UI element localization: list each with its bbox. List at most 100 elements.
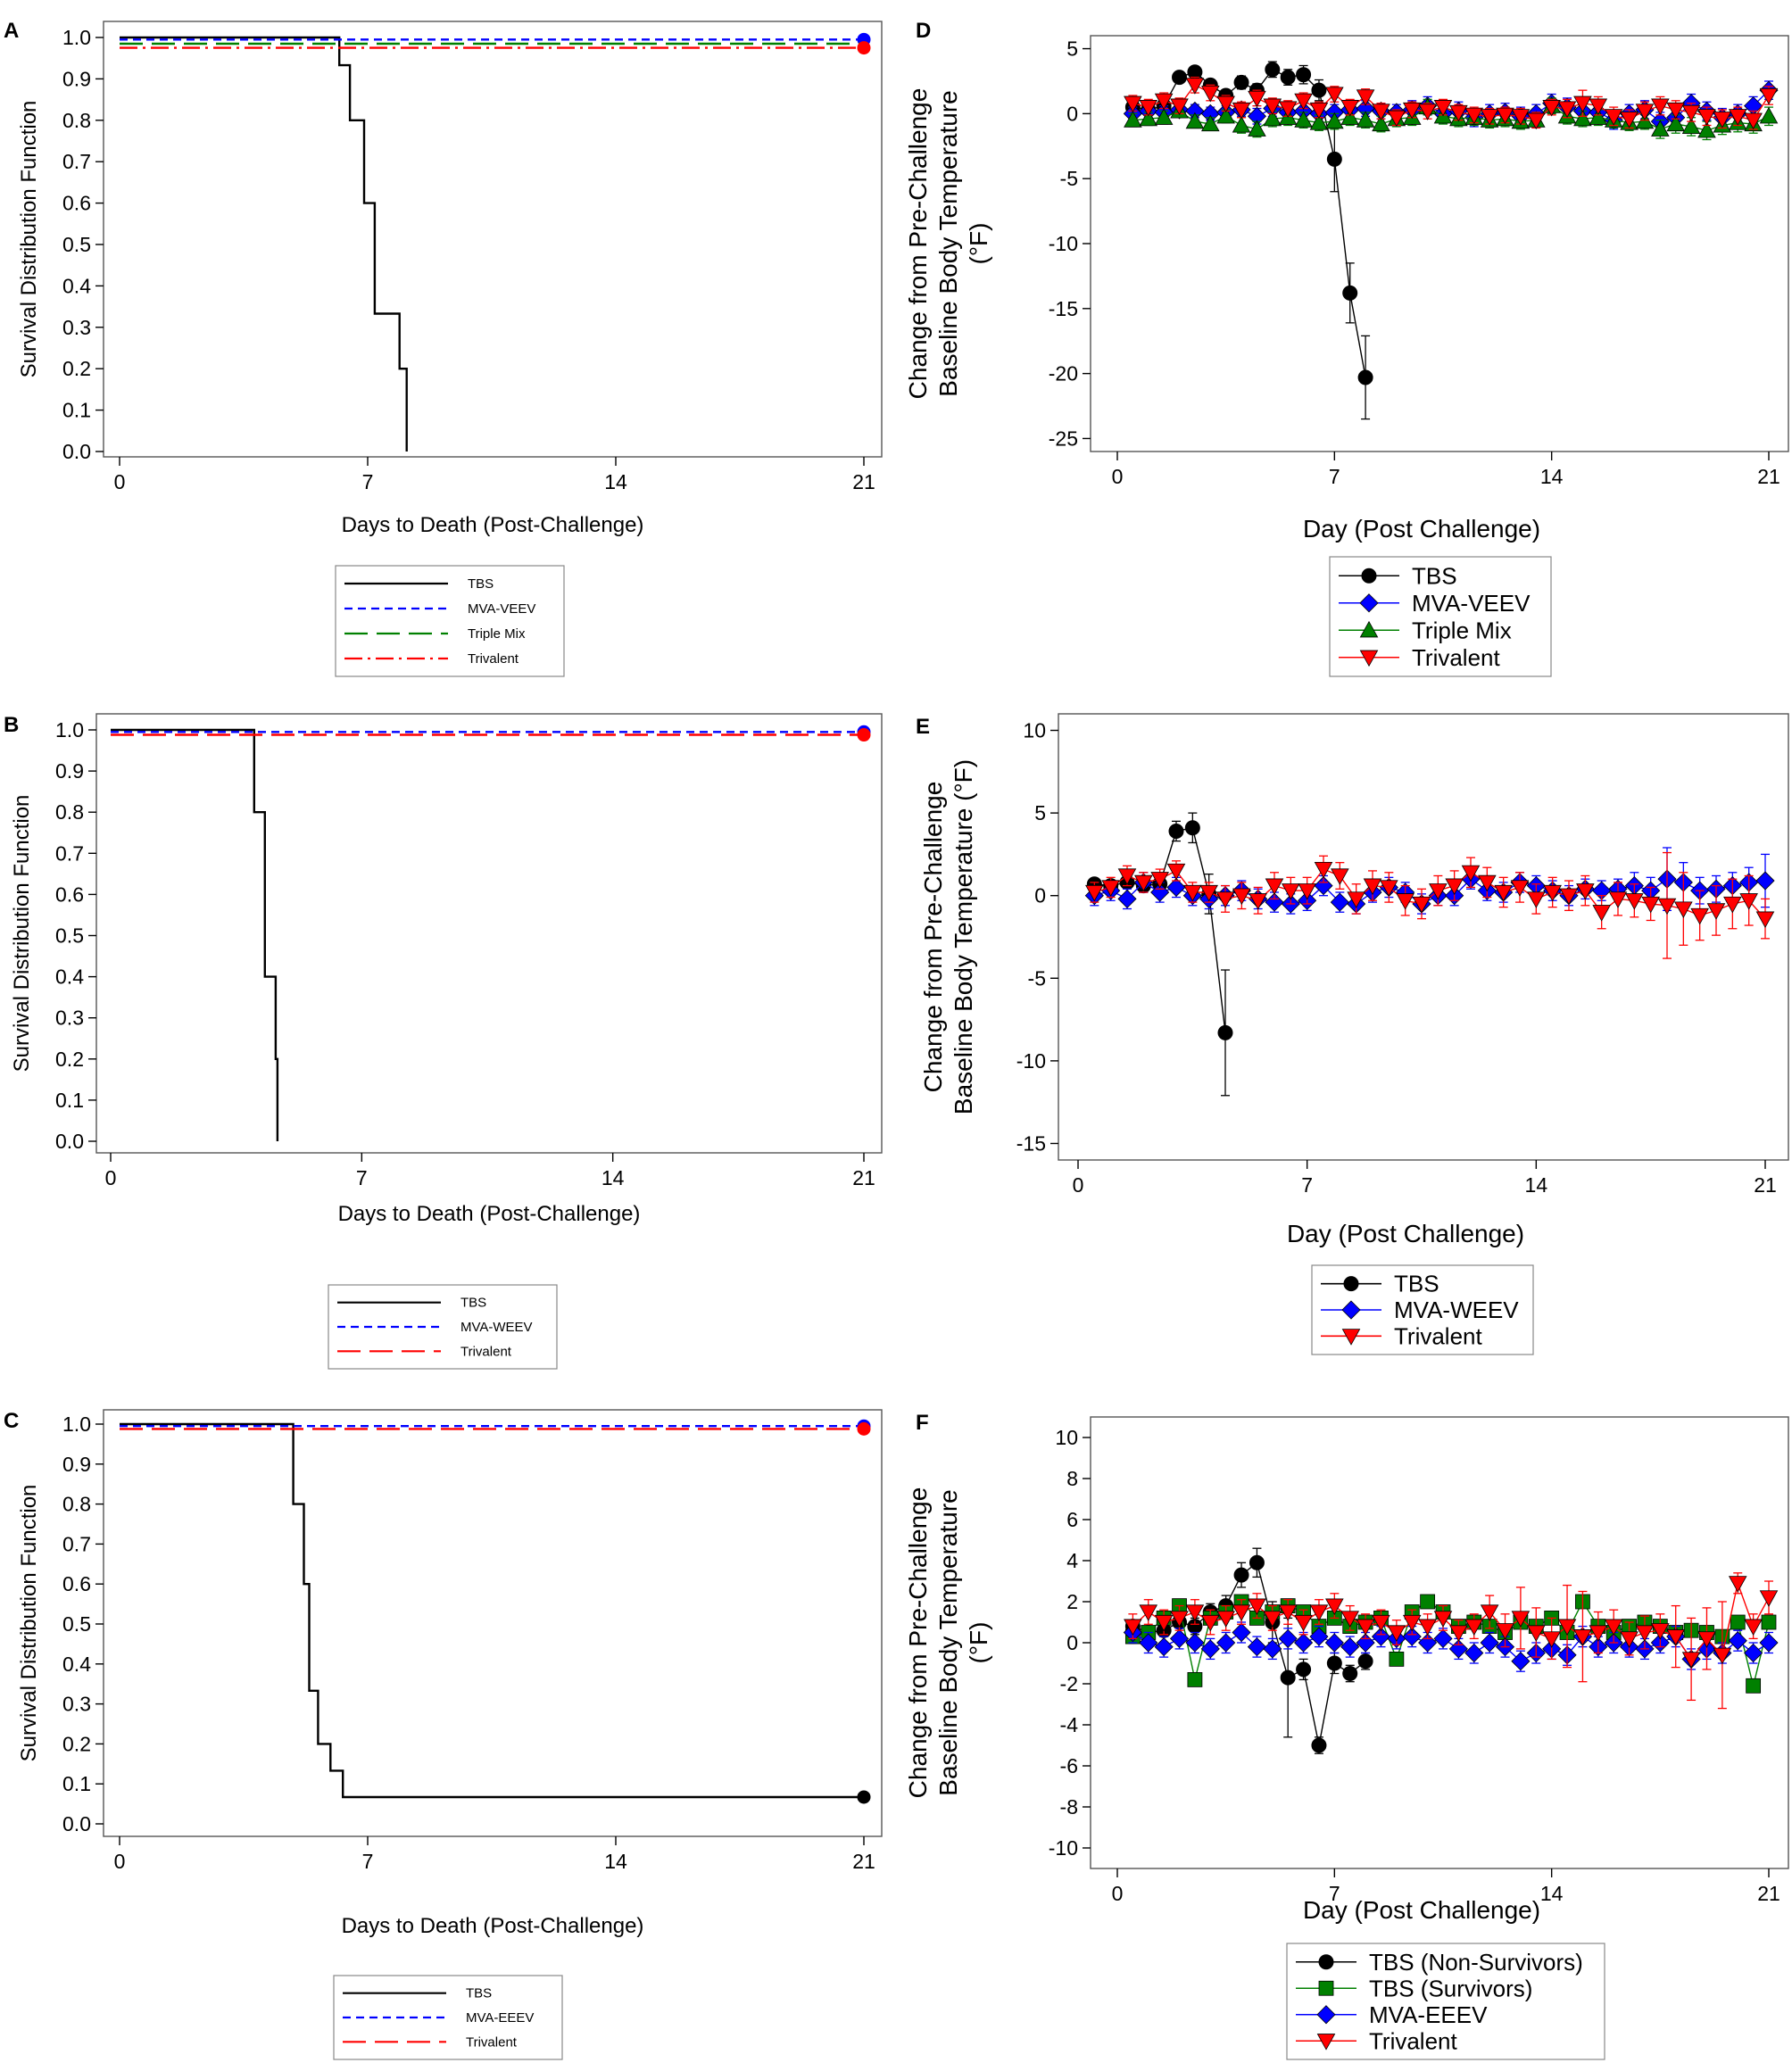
data-point bbox=[1168, 823, 1184, 839]
legend: TBS MVA-VEEV Triple Mix Trivalent bbox=[335, 565, 565, 677]
data-point bbox=[1170, 98, 1189, 116]
y-axis: 0.0 0.1 0.2 0.3 0.4 0.5 0.6 0.7 0.8 0.9 1.0 bbox=[62, 26, 104, 463]
x-tick-label: 7 bbox=[362, 470, 374, 493]
x-tick-label: 7 bbox=[362, 1850, 374, 1873]
data-point bbox=[1124, 111, 1142, 128]
data-point bbox=[1681, 104, 1701, 122]
data-point bbox=[1527, 112, 1546, 130]
data-point bbox=[1311, 1737, 1327, 1753]
data-point bbox=[1309, 113, 1329, 130]
y-axis-label: Change from Pre-Challenge Baseline Body T… bbox=[904, 1487, 992, 1799]
data-point bbox=[1166, 863, 1186, 881]
data-point bbox=[1248, 120, 1266, 137]
x-tick-label: 14 bbox=[604, 470, 627, 493]
data-point bbox=[1589, 108, 1608, 125]
data-point bbox=[1478, 874, 1497, 892]
data-point bbox=[1496, 107, 1514, 125]
data-point bbox=[1681, 1652, 1701, 1669]
series-line bbox=[1132, 1562, 1366, 1746]
data-point bbox=[1085, 884, 1104, 902]
data-point bbox=[1542, 1631, 1561, 1648]
plot-frame bbox=[95, 713, 883, 1154]
data-point bbox=[1449, 1625, 1468, 1642]
legend-box bbox=[1286, 1943, 1605, 2060]
legend-entry: Trivalent bbox=[1339, 644, 1501, 671]
data-point bbox=[1201, 85, 1220, 103]
data-point bbox=[1527, 891, 1546, 908]
legend-label: Triple Mix bbox=[468, 626, 526, 642]
data-point bbox=[1730, 1614, 1746, 1630]
y-tick-label: 5 bbox=[1066, 37, 1078, 61]
panel-label: E bbox=[916, 715, 930, 739]
data-point bbox=[1657, 898, 1677, 916]
data-point bbox=[1201, 1614, 1220, 1632]
data-point bbox=[1559, 888, 1579, 906]
data-point bbox=[1573, 109, 1592, 127]
legend-label: Trivalent bbox=[466, 2034, 518, 2050]
series-tbs-non-survivors- bbox=[1124, 1547, 1373, 1754]
y-tick-label: 0.6 bbox=[62, 1572, 91, 1595]
y-axis-label-line: (°F) bbox=[965, 1622, 992, 1664]
y-tick-label: -10 bbox=[1049, 1836, 1078, 1860]
data-point bbox=[1326, 151, 1342, 167]
y-tick-label: 0 bbox=[1034, 884, 1046, 907]
data-point bbox=[1402, 1614, 1422, 1632]
x-axis-label: Days to Death (Post-Challenge) bbox=[342, 513, 644, 537]
survival-curve bbox=[111, 728, 279, 1141]
y-axis-label-line: Change from Pre-Challenge bbox=[919, 782, 947, 1093]
y-tick-label: -15 bbox=[1016, 1131, 1046, 1155]
x-tick-label: 7 bbox=[356, 1166, 368, 1189]
data-point bbox=[1185, 112, 1205, 129]
legend-marker bbox=[1316, 2005, 1336, 2025]
data-point bbox=[1232, 116, 1251, 133]
data-point bbox=[1263, 109, 1282, 127]
y-axis-label-line: Baseline Body Temperature bbox=[934, 1489, 962, 1795]
data-point bbox=[1697, 120, 1716, 138]
data-point bbox=[1117, 889, 1137, 908]
y-tick-label: 4 bbox=[1066, 1549, 1078, 1572]
data-point bbox=[1139, 100, 1158, 117]
data-point bbox=[1387, 1625, 1406, 1642]
legend-label: Trivalent bbox=[1394, 1322, 1483, 1349]
data-point bbox=[1232, 1604, 1251, 1621]
data-point bbox=[1314, 876, 1333, 896]
y-tick-label: -5 bbox=[1028, 966, 1046, 990]
data-point bbox=[1371, 1627, 1391, 1646]
y-tick-label: 0.8 bbox=[55, 800, 84, 824]
panel-d: D 0 7 14 21 Day (Post Challenge) 5 0 -5 -10 -15 -20… bbox=[904, 19, 1789, 677]
x-axis: 0 7 14 21 bbox=[105, 1153, 875, 1189]
data-point bbox=[1340, 108, 1359, 125]
legend-marker bbox=[1359, 620, 1379, 638]
y-tick-label: 0.1 bbox=[62, 399, 91, 422]
data-point bbox=[1620, 1631, 1639, 1648]
legend-label: TBS (Non-Survivors) bbox=[1369, 1949, 1583, 1976]
data-point bbox=[1608, 891, 1628, 908]
data-point bbox=[1166, 877, 1186, 898]
data-point bbox=[1232, 1622, 1251, 1643]
legend-label: TBS bbox=[466, 1986, 492, 2001]
data-point bbox=[1418, 104, 1437, 120]
data-point bbox=[1356, 1619, 1375, 1636]
legend-entry: MVA-WEEV bbox=[1321, 1297, 1519, 1323]
legend-entry: TBS (Non-Survivors) bbox=[1296, 1949, 1583, 1976]
y-tick-label: 5 bbox=[1034, 801, 1046, 824]
data-point bbox=[1728, 109, 1747, 126]
y-tick-label: -5 bbox=[1060, 167, 1078, 190]
data-point bbox=[1666, 102, 1685, 120]
data-point bbox=[1247, 1637, 1266, 1657]
x-tick-label: 21 bbox=[1757, 465, 1780, 488]
data-point bbox=[1433, 1611, 1453, 1628]
data-point bbox=[1232, 888, 1251, 906]
data-point bbox=[1635, 1625, 1655, 1642]
data-point bbox=[1215, 891, 1235, 908]
data-point bbox=[1309, 1627, 1329, 1646]
data-point bbox=[1134, 874, 1153, 892]
series-trivalent bbox=[120, 1421, 871, 1436]
data-point bbox=[1666, 1629, 1685, 1646]
legend-label: TBS bbox=[468, 576, 494, 592]
data-point bbox=[1412, 896, 1431, 914]
panel-f: F 0 7 14 21 Day (Post Challenge) 10 8 6 4 2 0 -2 -4 -6… bbox=[904, 1411, 1789, 2060]
y-tick-label: -6 bbox=[1060, 1754, 1078, 1777]
data-point bbox=[1296, 1661, 1312, 1678]
x-tick-label: 0 bbox=[114, 470, 126, 493]
